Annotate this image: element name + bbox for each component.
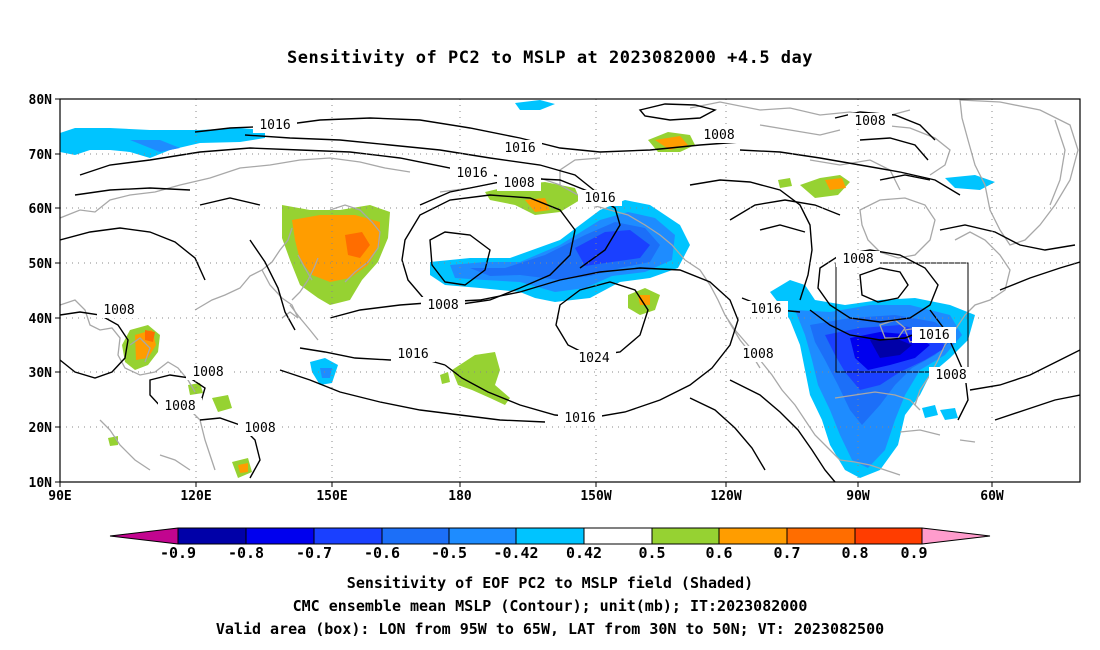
contour-label: 1016 bbox=[918, 328, 949, 343]
lon-tick-label: 180 bbox=[448, 489, 472, 504]
contour-label: 1008 bbox=[164, 399, 195, 414]
lat-tick-label: 40N bbox=[29, 312, 53, 327]
colorbar-segment bbox=[719, 528, 787, 544]
lat-tick-label: 70N bbox=[29, 148, 53, 163]
isobar-contours bbox=[60, 103, 1080, 482]
caption-line-3: Valid area (box): LON from 95W to 65W, L… bbox=[215, 620, 885, 638]
contour-label: 1008 bbox=[703, 128, 734, 143]
contour-label: 1016 bbox=[504, 141, 535, 156]
lat-ticks: 80N 70N 60N 50N 40N 30N 20N 10N bbox=[29, 93, 60, 491]
colorbar-segment bbox=[516, 528, 584, 544]
lon-tick-label: 120W bbox=[710, 489, 741, 504]
contour-label: 1008 bbox=[503, 176, 534, 191]
colorbar-label: -0.5 bbox=[431, 544, 467, 562]
colorbar-segment bbox=[314, 528, 382, 544]
contour-label: 1008 bbox=[854, 114, 885, 129]
contour-label: 1008 bbox=[244, 421, 275, 436]
colorbar-label: 0.42 bbox=[566, 544, 602, 562]
caption-line-2: CMC ensemble mean MSLP (Contour); unit(m… bbox=[292, 597, 808, 615]
colorbar-label: -0.42 bbox=[493, 544, 538, 562]
contour-label: 1008 bbox=[742, 347, 773, 362]
lat-tick-label: 20N bbox=[29, 421, 53, 436]
lon-tick-label: 60W bbox=[980, 489, 1004, 504]
colorbar-label: 0.6 bbox=[705, 544, 732, 562]
gridlines bbox=[60, 99, 1080, 482]
colorbar-segment bbox=[584, 528, 652, 544]
colorbar-segment bbox=[246, 528, 314, 544]
lat-tick-label: 60N bbox=[29, 202, 53, 217]
colorbar-label: -0.9 bbox=[160, 544, 196, 562]
colorbar-segment bbox=[652, 528, 719, 544]
contour-label: 1016 bbox=[750, 302, 781, 317]
contour-label: 1008 bbox=[842, 252, 873, 267]
plot-frame bbox=[59, 98, 1081, 483]
lat-tick-label: 30N bbox=[29, 366, 53, 381]
contour-label: 1008 bbox=[935, 368, 966, 383]
colorbar-label: 0.7 bbox=[773, 544, 800, 562]
colorbar-segment bbox=[855, 528, 922, 544]
contour-label: 1016 bbox=[397, 347, 428, 362]
lon-ticks: 90E 120E 150E 180 150W 120W 90W 60W bbox=[48, 482, 1004, 504]
contour-label: 1008 bbox=[192, 365, 223, 380]
contour-label: 1024 bbox=[578, 351, 609, 366]
chart-title: Sensitivity of PC2 to MSLP at 2023082000… bbox=[286, 48, 813, 68]
lat-tick-label: 50N bbox=[29, 257, 53, 272]
contour-label: 1016 bbox=[584, 191, 615, 206]
caption-line-1: Sensitivity of EOF PC2 to MSLP field (Sh… bbox=[346, 574, 754, 592]
colorbar: -0.9 -0.8 -0.7 -0.6 -0.5 -0.42 0.42 0.5 … bbox=[109, 527, 991, 562]
lat-tick-label: 80N bbox=[29, 93, 53, 108]
contour-label: 1008 bbox=[427, 298, 458, 313]
lat-tick-label: 10N bbox=[29, 476, 53, 491]
colorbar-under-triangle bbox=[110, 528, 178, 544]
colorbar-label: 0.9 bbox=[900, 544, 927, 562]
colorbar-label: -0.8 bbox=[228, 544, 264, 562]
contour-label: 1008 bbox=[103, 303, 134, 318]
contour-label: 1016 bbox=[564, 411, 595, 426]
colorbar-segment bbox=[787, 528, 855, 544]
lon-tick-label: 150W bbox=[580, 489, 611, 504]
colorbar-segment bbox=[178, 528, 246, 544]
colorbar-label: -0.7 bbox=[296, 544, 332, 562]
colorbar-label: 0.8 bbox=[841, 544, 868, 562]
contour-label: 1016 bbox=[259, 118, 290, 133]
colorbar-over-triangle bbox=[922, 528, 990, 544]
contour-labels: 1016 1016 1016 1008 1016 1008 1008 1008 … bbox=[97, 113, 973, 436]
colorbar-segment bbox=[449, 528, 516, 544]
lon-tick-label: 90E bbox=[48, 489, 71, 504]
contour-label: 1016 bbox=[456, 166, 487, 181]
lon-tick-label: 150E bbox=[316, 489, 347, 504]
colorbar-segment bbox=[382, 528, 449, 544]
colorbar-label: -0.6 bbox=[364, 544, 400, 562]
positive-sensitivity-shading bbox=[108, 132, 850, 478]
lon-tick-label: 120E bbox=[180, 489, 211, 504]
valid-area-box bbox=[835, 262, 969, 373]
lon-tick-label: 90W bbox=[846, 489, 870, 504]
colorbar-label: 0.5 bbox=[638, 544, 665, 562]
